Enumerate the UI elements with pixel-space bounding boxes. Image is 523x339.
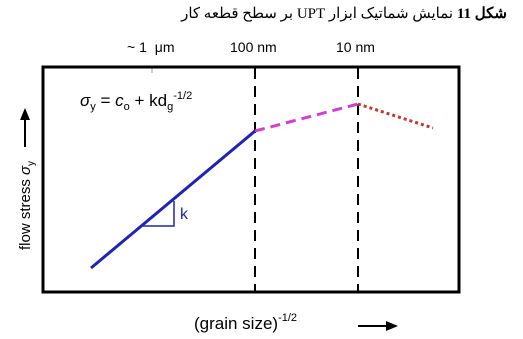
slope-triangle (143, 201, 175, 227)
y-axis-arrow (20, 108, 30, 147)
transition-segment (254, 102, 359, 133)
softening-segment (357, 102, 434, 130)
caption-text: نمایش شماتیک ابزار UPT بر سطح قطعه کار (181, 6, 454, 22)
plot-frame (41, 65, 461, 294)
scale-label-10nm: 10 nm (336, 39, 375, 55)
figure-caption: شکل 11 نمایش شماتیک ابزار UPT بر سطح قطع… (181, 4, 507, 23)
scale-label-100nm: 100 nm (230, 39, 277, 55)
hall-petch-equation: σy = co + kdg-1/2 (80, 90, 192, 113)
slope-label: k (180, 206, 189, 223)
x-axis-arrow (358, 321, 398, 331)
y-axis-label: flow stress σy (17, 161, 37, 250)
hall-petch-line (90, 129, 256, 270)
caption-label: شکل 11 (456, 6, 507, 22)
x-axis-label: (grain size)-1/2 (194, 312, 297, 333)
svg-text:flow stress σy: flow stress σy (17, 161, 37, 250)
scale-label-1um: ~ 1 μm (127, 39, 174, 55)
